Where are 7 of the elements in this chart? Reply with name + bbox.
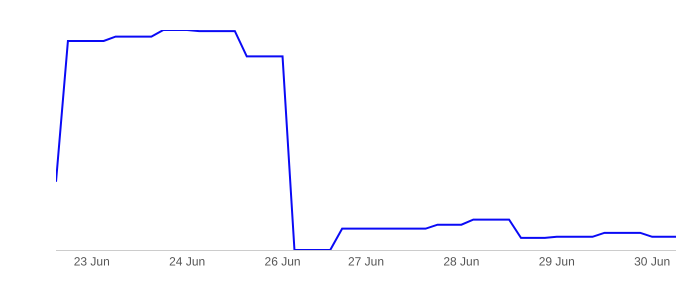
x-tick-label: 23 Jun	[74, 254, 110, 268]
x-tick-label: 28 Jun	[443, 254, 480, 268]
x-tick-label: 27 Jun	[348, 254, 384, 268]
x-tick-label: 24 Jun	[169, 254, 206, 268]
x-tick-label: 29 Jun	[538, 254, 575, 268]
x-tick-label: 26 Jun	[264, 254, 301, 268]
x-tick-label: 30 Jun	[634, 254, 670, 268]
